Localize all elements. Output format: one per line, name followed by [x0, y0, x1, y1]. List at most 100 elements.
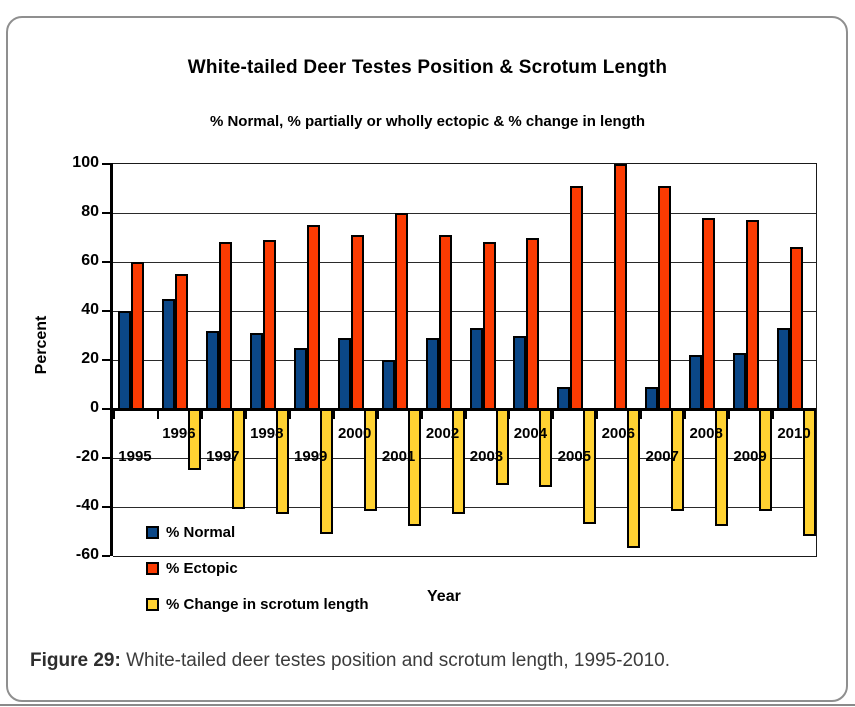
- bar-normal-2008: [689, 355, 703, 411]
- x-tick-label-2002: 2002: [425, 425, 460, 442]
- x-axis-tick: [288, 411, 291, 419]
- chart-title: White-tailed Deer Testes Position & Scro…: [187, 57, 668, 78]
- y-tick-label--60: -60: [75, 546, 99, 563]
- bar-normal-1996: [161, 298, 175, 411]
- x-axis-title: Year: [427, 588, 461, 605]
- legend-item-2: % Ectopic: [146, 560, 238, 577]
- y-axis-tick-20: [102, 359, 110, 361]
- x-axis-tick: [200, 411, 203, 419]
- bar-normal-2002: [425, 337, 439, 411]
- bar-normal-2010: [777, 328, 791, 411]
- legend-swatch-icon: [146, 598, 159, 611]
- bar-ectopic-2008: [702, 217, 716, 411]
- x-axis-tick: [244, 411, 247, 419]
- legend-swatch-icon: [146, 562, 159, 575]
- bar-ectopic-2009: [746, 220, 760, 411]
- bar-normal-2001: [381, 360, 395, 411]
- y-tick-label--40: -40: [75, 497, 99, 514]
- plot-area: 1995 1996 1997 1998 1999 2000 2001 2002 2003 2004…: [102, 163, 817, 557]
- x-axis-tick: [508, 411, 511, 419]
- bar-normal-1999: [293, 347, 307, 411]
- x-axis-tick: [376, 411, 379, 419]
- y-tick-label--20: -20: [75, 448, 99, 465]
- y-tick-label-40: 40: [81, 301, 99, 318]
- x-axis-tick: [552, 411, 555, 419]
- x-tick-label-2005: 2005: [557, 448, 592, 465]
- gridline-20: [113, 359, 816, 361]
- legend-label: % Change in scrotum length: [166, 596, 369, 613]
- x-axis-tick: [464, 411, 467, 419]
- y-axis-tick-60: [102, 261, 110, 263]
- legend-label: % Normal: [166, 524, 236, 541]
- page-bottom-divider: [0, 704, 855, 706]
- x-tick-label-1996: 1996: [162, 425, 196, 442]
- bar-ectopic-1996: [174, 274, 188, 411]
- gridline-80: [113, 212, 816, 214]
- x-tick-label-2003: 2003: [469, 448, 504, 465]
- bar-ectopic-2001: [394, 213, 408, 411]
- bar-ectopic-1999: [306, 225, 320, 411]
- y-axis-tick-80: [102, 212, 110, 214]
- caption-text: White-tailed deer testes position and sc…: [120, 650, 671, 671]
- bar-ectopic-2004: [526, 237, 540, 411]
- x-tick-label-2006: 2006: [601, 425, 635, 442]
- figure-caption: Figure 29: White-tailed deer testes posi…: [30, 650, 830, 672]
- legend-swatch-icon: [146, 526, 159, 539]
- y-tick-label-100: 100: [72, 154, 99, 171]
- legend-label: % Ectopic: [166, 560, 238, 577]
- bar-ectopic-2003: [482, 242, 496, 411]
- bar-normal-2009: [733, 352, 747, 411]
- x-axis-tick: [772, 411, 775, 419]
- bar-ectopic-2000: [350, 235, 364, 411]
- y-axis-tick--40: [102, 506, 110, 508]
- x-axis-tick: [113, 411, 115, 419]
- bar-ectopic-1995: [131, 262, 144, 411]
- x-tick-label-1997: 1997: [206, 448, 240, 465]
- bar-normal-2004: [513, 335, 527, 411]
- bar-ectopic-2006: [614, 164, 628, 411]
- bar-ectopic-2010: [790, 247, 804, 411]
- x-tick-label-2001: 2001: [381, 448, 416, 465]
- x-axis-tick: [332, 411, 335, 419]
- bar-ectopic-2007: [658, 186, 672, 411]
- y-axis-tick--60: [102, 555, 110, 557]
- x-axis-zero-line: [113, 408, 816, 411]
- legend-item-3: % Change in scrotum length: [146, 596, 369, 613]
- x-axis-tick: [156, 411, 159, 419]
- y-axis-tick-40: [102, 310, 110, 312]
- x-tick-label-1998: 1998: [250, 425, 284, 442]
- x-axis-tick: [814, 411, 816, 419]
- x-axis-tick: [596, 411, 599, 419]
- x-tick-label-2004: 2004: [513, 425, 548, 442]
- bar-ectopic-2005: [570, 186, 584, 411]
- y-tick-label-80: 80: [81, 203, 99, 220]
- y-axis-tick-100: [102, 163, 110, 165]
- x-axis-tick: [728, 411, 731, 419]
- gridline-40: [113, 310, 816, 312]
- x-tick-label-2000: 2000: [337, 425, 372, 442]
- y-axis-line: [110, 163, 113, 556]
- x-tick-label-2007: 2007: [645, 448, 679, 465]
- bar-ectopic-1998: [262, 239, 276, 411]
- x-tick-label-2008: 2008: [689, 425, 723, 442]
- x-tick-label-2009: 2009: [733, 448, 767, 465]
- legend-item-1: % Normal: [146, 524, 235, 541]
- y-axis-tick-0: [102, 408, 110, 410]
- bar-changeinscrotumlength-2003: [495, 409, 509, 485]
- x-axis-tick: [420, 411, 423, 419]
- x-tick-label-2010: 2010: [777, 425, 811, 442]
- bar-ectopic-2002: [438, 235, 452, 411]
- y-tick-label-0: 0: [90, 399, 99, 416]
- x-axis-tick: [684, 411, 687, 419]
- x-tick-label-1995: 1995: [118, 448, 152, 465]
- gridline-60: [113, 261, 816, 263]
- bar-normal-2000: [337, 337, 351, 411]
- x-axis-tick: [640, 411, 643, 419]
- y-tick-label-20: 20: [81, 350, 99, 367]
- bar-normal-1997: [205, 330, 219, 411]
- caption-label: Figure 29:: [30, 650, 121, 671]
- y-axis-tick--20: [102, 457, 110, 459]
- x-tick-label-1999: 1999: [294, 448, 328, 465]
- bar-normal-1995: [118, 311, 131, 411]
